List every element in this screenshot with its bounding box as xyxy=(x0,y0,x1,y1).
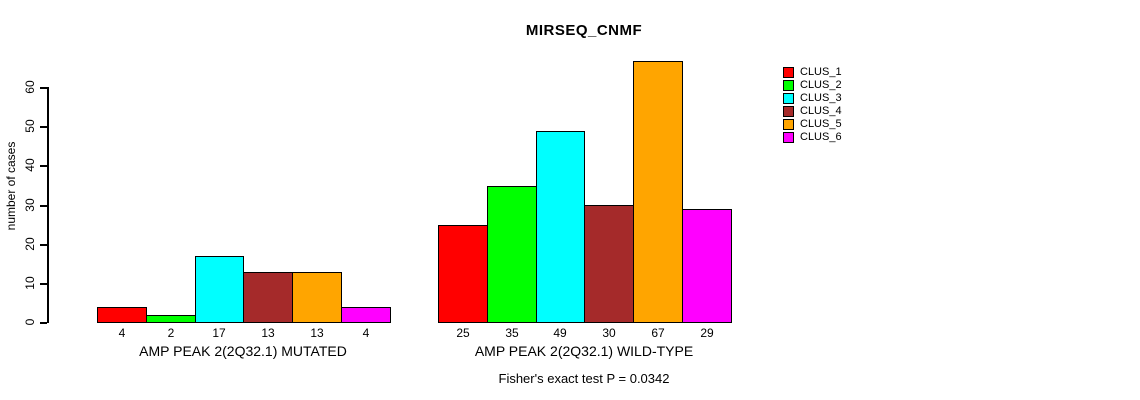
bar-clus_2-group1 xyxy=(487,186,537,323)
bar-value-label-clus_5-group1: 67 xyxy=(651,326,665,340)
legend-item-clus_5: CLUS_5 xyxy=(783,118,842,131)
y-tick-label-10: 10 xyxy=(23,276,37,290)
y-tick-mark-60 xyxy=(40,87,47,89)
legend-label: CLUS_4 xyxy=(800,105,842,117)
bar-value-label-clus_3-group1: 49 xyxy=(553,326,567,340)
y-tick-mark-50 xyxy=(40,126,47,128)
bar-value-label-clus_2-group0: 2 xyxy=(167,326,175,340)
bar-clus_5-group0 xyxy=(292,272,342,323)
y-tick-label-30: 30 xyxy=(23,198,37,212)
bar-clus_3-group0 xyxy=(195,256,244,323)
legend-item-clus_6: CLUS_6 xyxy=(783,131,842,144)
y-tick-label-60: 60 xyxy=(23,80,37,94)
y-tick-mark-30 xyxy=(40,205,47,207)
y-tick-label-50: 50 xyxy=(23,119,37,133)
legend-item-clus_3: CLUS_3 xyxy=(783,92,842,105)
bar-clus_1-group0 xyxy=(97,307,147,323)
bar-clus_1-group1 xyxy=(438,225,488,323)
bar-value-label-clus_3-group0: 17 xyxy=(212,326,226,340)
legend-item-clus_2: CLUS_2 xyxy=(783,79,842,92)
group-label-wild-type: AMP PEAK 2(2Q32.1) WILD-TYPE xyxy=(474,343,694,359)
legend-swatch-icon xyxy=(783,67,794,78)
legend-item-clus_1: CLUS_1 xyxy=(783,66,842,79)
bar-value-label-clus_6-group0: 4 xyxy=(362,326,370,340)
bar-clus_4-group0 xyxy=(243,272,293,323)
legend-swatch-icon xyxy=(783,93,794,104)
bar-clus_6-group0 xyxy=(341,307,391,323)
legend-label: CLUS_6 xyxy=(800,131,842,143)
y-tick-mark-40 xyxy=(40,165,47,167)
bar-value-label-clus_6-group1: 29 xyxy=(700,326,714,340)
legend-swatch-icon xyxy=(783,106,794,117)
bar-value-label-clus_2-group1: 35 xyxy=(505,326,519,340)
bar-clus_4-group1 xyxy=(584,205,634,323)
legend-swatch-icon xyxy=(783,80,794,91)
legend-swatch-icon xyxy=(783,132,794,143)
y-axis-title: number of cases xyxy=(4,141,18,231)
legend-label: CLUS_2 xyxy=(800,79,842,91)
y-tick-mark-0 xyxy=(40,322,47,324)
bar-value-label-clus_4-group0: 13 xyxy=(261,326,275,340)
bar-value-label-clus_1-group0: 4 xyxy=(118,326,126,340)
bar-clus_2-group0 xyxy=(146,315,196,323)
y-tick-mark-20 xyxy=(40,244,47,246)
y-tick-label-20: 20 xyxy=(23,237,37,251)
y-axis-line xyxy=(47,87,49,323)
legend-label: CLUS_1 xyxy=(800,66,842,78)
legend: CLUS_1 CLUS_2 CLUS_3 CLUS_4 CLUS_5 CLUS_6 xyxy=(783,66,842,144)
bar-value-label-clus_5-group0: 13 xyxy=(310,326,324,340)
legend-swatch-icon xyxy=(783,119,794,130)
fisher-test-annotation: Fisher's exact test P = 0.0342 xyxy=(498,371,670,386)
group-label-mutated: AMP PEAK 2(2Q32.1) MUTATED xyxy=(139,343,347,359)
bar-clus_6-group1 xyxy=(682,209,732,323)
y-tick-label-0: 0 xyxy=(23,318,37,326)
chart-title: MIRSEQ_CNMF xyxy=(525,22,643,39)
bar-value-label-clus_1-group1: 25 xyxy=(456,326,470,340)
y-tick-label-40: 40 xyxy=(23,158,37,172)
bar-clus_5-group1 xyxy=(633,61,683,323)
legend-item-clus_4: CLUS_4 xyxy=(783,105,842,118)
legend-label: CLUS_3 xyxy=(800,92,842,104)
legend-label: CLUS_5 xyxy=(800,118,842,130)
y-tick-mark-10 xyxy=(40,283,47,285)
bar-clus_3-group1 xyxy=(536,131,585,323)
bar-value-label-clus_4-group1: 30 xyxy=(602,326,616,340)
